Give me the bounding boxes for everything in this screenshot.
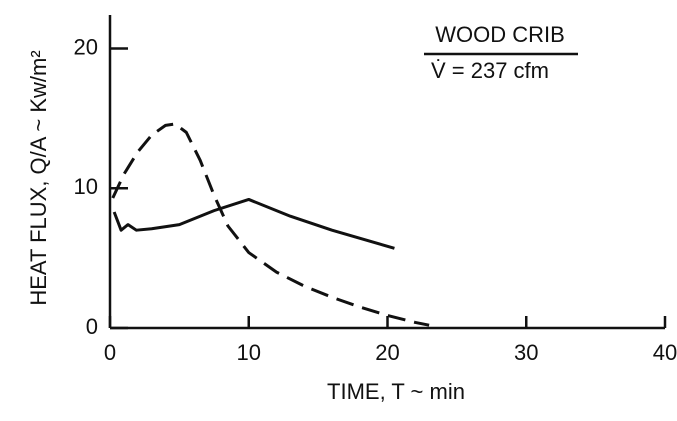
x-tick-label: 20 [375,340,399,365]
y-tick-label: 20 [74,34,98,59]
series-line [112,197,395,250]
annotation: V̇ = 237 cfm [431,58,549,83]
y-axis-label: HEAT FLUX, Q/A ~ Kw/m² [26,50,51,305]
x-tick-label: 10 [237,340,261,365]
y-tick-label: 0 [86,314,98,339]
x-tick-label: 0 [104,340,116,365]
annotation: WOOD CRIB [435,22,565,47]
series-line [111,122,430,327]
x-axis-label: TIME, T ~ min [327,379,465,404]
x-tick-label: 30 [514,340,538,365]
y-tick-label: 10 [74,174,98,199]
x-tick-label: 40 [653,340,677,365]
